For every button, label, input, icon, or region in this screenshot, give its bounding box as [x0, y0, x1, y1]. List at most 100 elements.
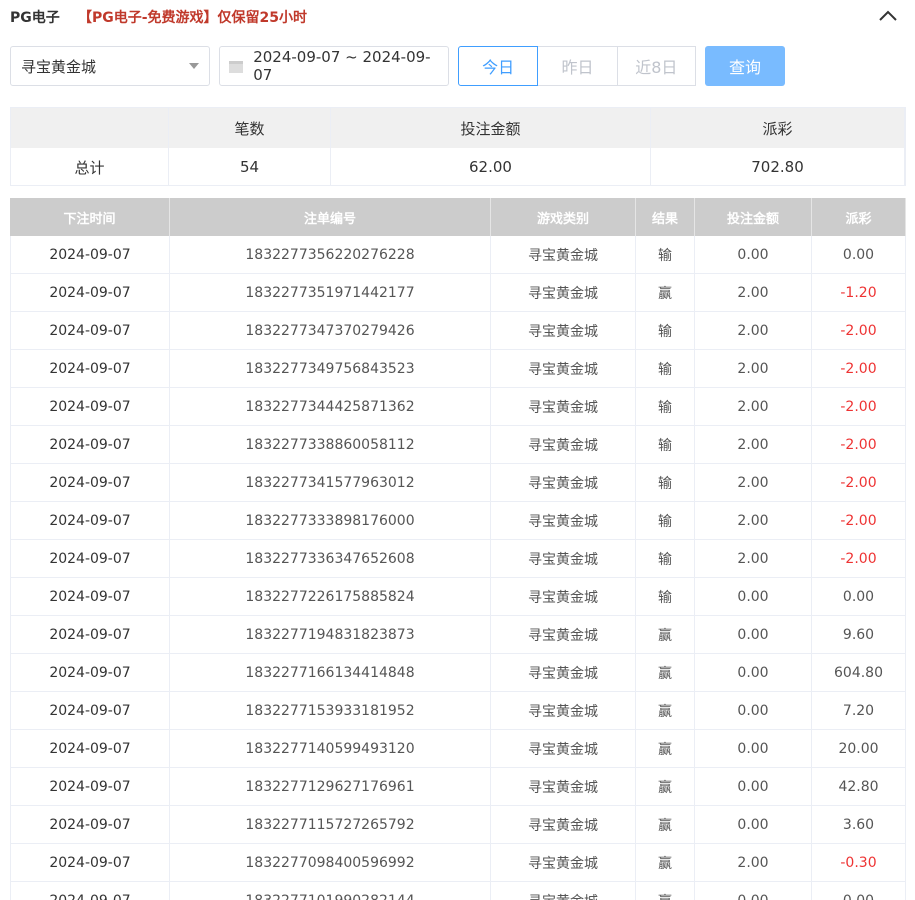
table-cell: 2024-09-07	[10, 578, 170, 616]
table-cell: 赢	[636, 882, 695, 900]
table-cell: 赢	[636, 768, 695, 806]
table-cell: 1832277194831823873	[170, 616, 491, 654]
table-cell: 0.00	[695, 768, 812, 806]
table-cell: 0.00	[695, 236, 812, 274]
table-cell: 42.80	[812, 768, 906, 806]
summary-header: 投注金额	[331, 108, 651, 148]
game-select-text: 寻宝黄金城	[21, 57, 97, 76]
table-cell: 赢	[636, 654, 695, 692]
table-cell: 寻宝黄金城	[491, 578, 636, 616]
table-cell: 20.00	[812, 730, 906, 768]
table-cell: 寻宝黄金城	[491, 426, 636, 464]
table-cell: 赢	[636, 730, 695, 768]
table-cell: 3.60	[812, 806, 906, 844]
table-cell: -0.30	[812, 844, 906, 882]
date-button[interactable]: 近8日	[616, 46, 696, 86]
table-cell: 寻宝黄金城	[491, 388, 636, 426]
search-button[interactable]: 查询	[705, 46, 785, 86]
table-cell: 1832277101990282144	[170, 882, 491, 900]
table-cell: 2024-09-07	[10, 388, 170, 426]
table-cell: 1832277098400596992	[170, 844, 491, 882]
table-cell: 寻宝黄金城	[491, 654, 636, 692]
table-cell: 1832277166134414848	[170, 654, 491, 692]
section-title: PG电子	[10, 10, 60, 26]
table-cell: 2.00	[695, 502, 812, 540]
collapse-icon[interactable]	[878, 8, 898, 22]
table-cell: 1832277341577963012	[170, 464, 491, 502]
table-cell: 赢	[636, 844, 695, 882]
table-cell: 1832277347370279426	[170, 312, 491, 350]
summary-header-empty	[11, 108, 169, 148]
date-button[interactable]: 今日	[458, 46, 539, 86]
table-cell: 寻宝黄金城	[491, 502, 636, 540]
table-cell: 1832277336347652608	[170, 540, 491, 578]
table-cell: 2024-09-07	[10, 350, 170, 388]
table-cell: 寻宝黄金城	[491, 806, 636, 844]
summary-value: 702.80	[651, 148, 905, 186]
column-header: 投注金额	[695, 198, 812, 236]
date-picker[interactable]: 2024-09-07 ~ 2024-09-07	[219, 46, 449, 86]
table-cell: 寻宝黄金城	[491, 350, 636, 388]
column-header: 游戏类别	[491, 198, 636, 236]
table-cell: 2024-09-07	[10, 654, 170, 692]
date-button[interactable]: 昨日	[537, 46, 618, 86]
table-cell: 2024-09-07	[10, 806, 170, 844]
table-cell: 1832277356220276228	[170, 236, 491, 274]
table-cell: 输	[636, 388, 695, 426]
table-cell: 2024-09-07	[10, 464, 170, 502]
table-cell: 寻宝黄金城	[491, 312, 636, 350]
table-cell: -2.00	[812, 426, 906, 464]
table-cell: 寻宝黄金城	[491, 540, 636, 578]
table-cell: 寻宝黄金城	[491, 882, 636, 900]
table-cell: 赢	[636, 806, 695, 844]
table-cell: 2024-09-07	[10, 616, 170, 654]
table-cell: 2.00	[695, 426, 812, 464]
table-cell: 1832277129627176961	[170, 768, 491, 806]
table-cell: 2024-09-07	[10, 236, 170, 274]
table-cell: 0.00	[695, 806, 812, 844]
table-cell: 0.00	[695, 616, 812, 654]
game-select[interactable]: 寻宝黄金城	[10, 46, 210, 86]
summary-header: 笔数	[169, 108, 331, 148]
table-cell: 604.80	[812, 654, 906, 692]
table-cell: -2.00	[812, 540, 906, 578]
table-cell: 1832277153933181952	[170, 692, 491, 730]
table-cell: 2024-09-07	[10, 730, 170, 768]
table-cell: 1832277115727265792	[170, 806, 491, 844]
table-cell: 2024-09-07	[10, 502, 170, 540]
table-cell: 赢	[636, 616, 695, 654]
table-cell: 2.00	[695, 388, 812, 426]
table-cell: 1832277351971442177	[170, 274, 491, 312]
table-cell: 1832277338860058112	[170, 426, 491, 464]
table-cell: 2024-09-07	[10, 768, 170, 806]
table-cell: 寻宝黄金城	[491, 236, 636, 274]
summary-label: 总计	[11, 148, 169, 186]
table-cell: -2.00	[812, 464, 906, 502]
table-cell: 1832277333898176000	[170, 502, 491, 540]
table-cell: 输	[636, 350, 695, 388]
table-cell: 2024-09-07	[10, 540, 170, 578]
table-cell: 输	[636, 578, 695, 616]
column-header: 派彩	[812, 198, 906, 236]
table-cell: 0.00	[695, 882, 812, 900]
table-cell: 寻宝黄金城	[491, 464, 636, 502]
table-cell: 输	[636, 502, 695, 540]
table-cell: 2.00	[695, 274, 812, 312]
date-range: 2024-09-07 ~ 2024-09-07	[253, 48, 431, 84]
table-cell: -2.00	[812, 312, 906, 350]
bet-table: 下注时间 注单编号 游戏类别 结果 投注金额 派彩 2024-09-07 1832277356…	[10, 198, 906, 900]
table-cell: 1832277226175885824	[170, 578, 491, 616]
quick-dates: 今日 昨日 近8日	[458, 46, 696, 86]
table-cell: -2.00	[812, 350, 906, 388]
table-cell: 寻宝黄金城	[491, 274, 636, 312]
table-cell: -2.00	[812, 502, 906, 540]
table-cell: 2024-09-07	[10, 882, 170, 900]
table-cell: 0.00	[695, 730, 812, 768]
table-cell: 1832277344425871362	[170, 388, 491, 426]
table-cell: 2024-09-07	[10, 274, 170, 312]
table-cell: 寻宝黄金城	[491, 616, 636, 654]
table-cell: 寻宝黄金城	[491, 692, 636, 730]
summary-header: 派彩	[651, 108, 905, 148]
